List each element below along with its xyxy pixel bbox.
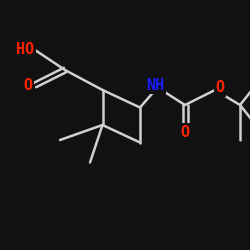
Text: O: O xyxy=(216,80,224,95)
Text: O: O xyxy=(180,125,190,140)
Text: HO: HO xyxy=(16,42,34,58)
Text: NH: NH xyxy=(146,78,164,92)
Text: O: O xyxy=(23,78,32,92)
